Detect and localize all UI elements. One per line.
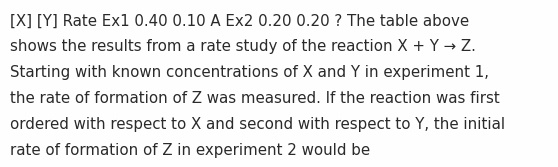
Text: Starting with known concentrations of X and Y in experiment 1,: Starting with known concentrations of X …	[10, 65, 489, 80]
Text: [X] [Y] Rate Ex1 0.40 0.10 A Ex2 0.20 0.20 ? The table above: [X] [Y] Rate Ex1 0.40 0.10 A Ex2 0.20 0.…	[10, 13, 469, 28]
Text: rate of formation of Z in experiment 2 would be: rate of formation of Z in experiment 2 w…	[10, 143, 370, 158]
Text: the rate of formation of Z was measured. If the reaction was first: the rate of formation of Z was measured.…	[10, 91, 500, 106]
Text: ordered with respect to X and second with respect to Y, the initial: ordered with respect to X and second wit…	[10, 117, 505, 132]
Text: shows the results from a rate study of the reaction X + Y → Z.: shows the results from a rate study of t…	[10, 39, 476, 54]
